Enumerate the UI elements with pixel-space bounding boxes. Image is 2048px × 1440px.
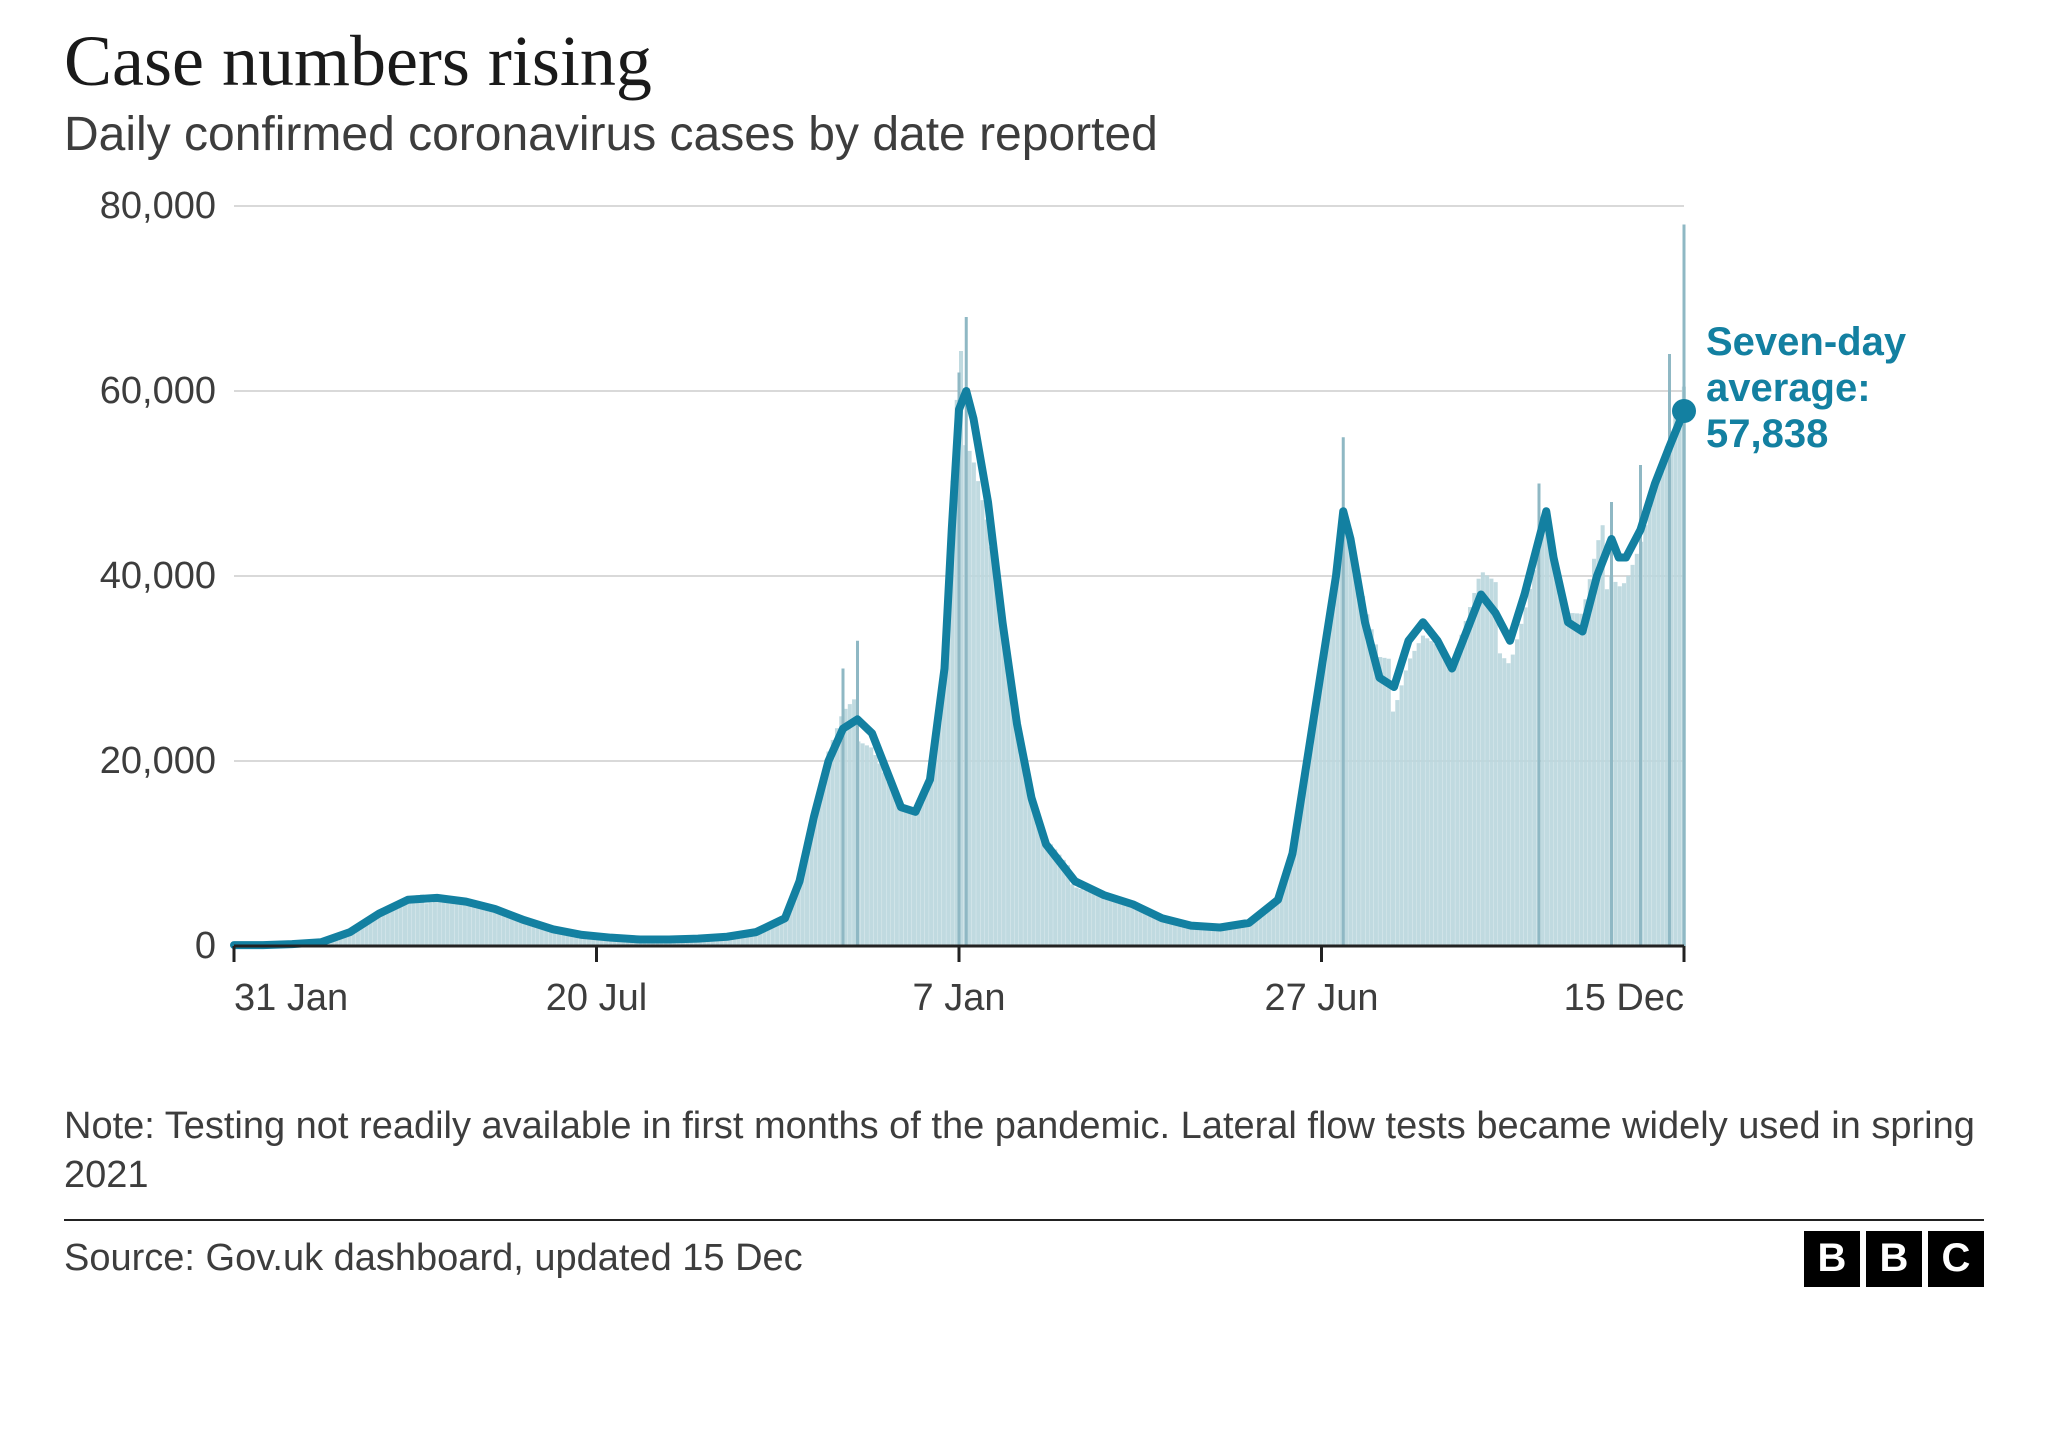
bbc-logo-block: B (1804, 1231, 1860, 1287)
svg-text:57,838: 57,838 (1706, 412, 1828, 456)
svg-text:60,000: 60,000 (100, 370, 216, 412)
svg-text:27 Jun: 27 Jun (1264, 977, 1378, 1019)
chart-subtitle: Daily confirmed coronavirus cases by dat… (64, 107, 2004, 162)
svg-text:20 Jul: 20 Jul (546, 977, 647, 1019)
svg-text:20,000: 20,000 (100, 740, 216, 782)
source-text: Source: Gov.uk dashboard, updated 15 Dec (64, 1237, 803, 1280)
chart-footer: Source: Gov.uk dashboard, updated 15 Dec… (64, 1219, 1984, 1287)
svg-text:40,000: 40,000 (100, 555, 216, 597)
chart-plot: 0 20,000 40,000 60,000 80,000 31 Jan 20 Jul 7 J… (64, 186, 1984, 1066)
svg-text:31 Jan: 31 Jan (234, 977, 348, 1019)
chart-svg: 0 20,000 40,000 60,000 80,000 31 Jan 20 Jul 7 J… (64, 186, 1984, 1066)
chart-title: Case numbers rising (64, 20, 2004, 103)
chart-card: Case numbers rising Daily confirmed coro… (44, 20, 2004, 1287)
chart-note: Note: Testing not readily available in f… (64, 1102, 1984, 1201)
svg-text:average:: average: (1706, 366, 1871, 410)
bbc-logo-block: B (1866, 1231, 1922, 1287)
bbc-logo: B B C (1804, 1231, 1984, 1287)
bbc-logo-block: C (1928, 1231, 1984, 1287)
svg-text:7 Jan: 7 Jan (913, 977, 1006, 1019)
svg-text:80,000: 80,000 (100, 186, 216, 227)
svg-text:0: 0 (195, 925, 216, 967)
svg-text:15 Dec: 15 Dec (1564, 977, 1684, 1019)
svg-text:Seven-day: Seven-day (1706, 320, 1907, 364)
